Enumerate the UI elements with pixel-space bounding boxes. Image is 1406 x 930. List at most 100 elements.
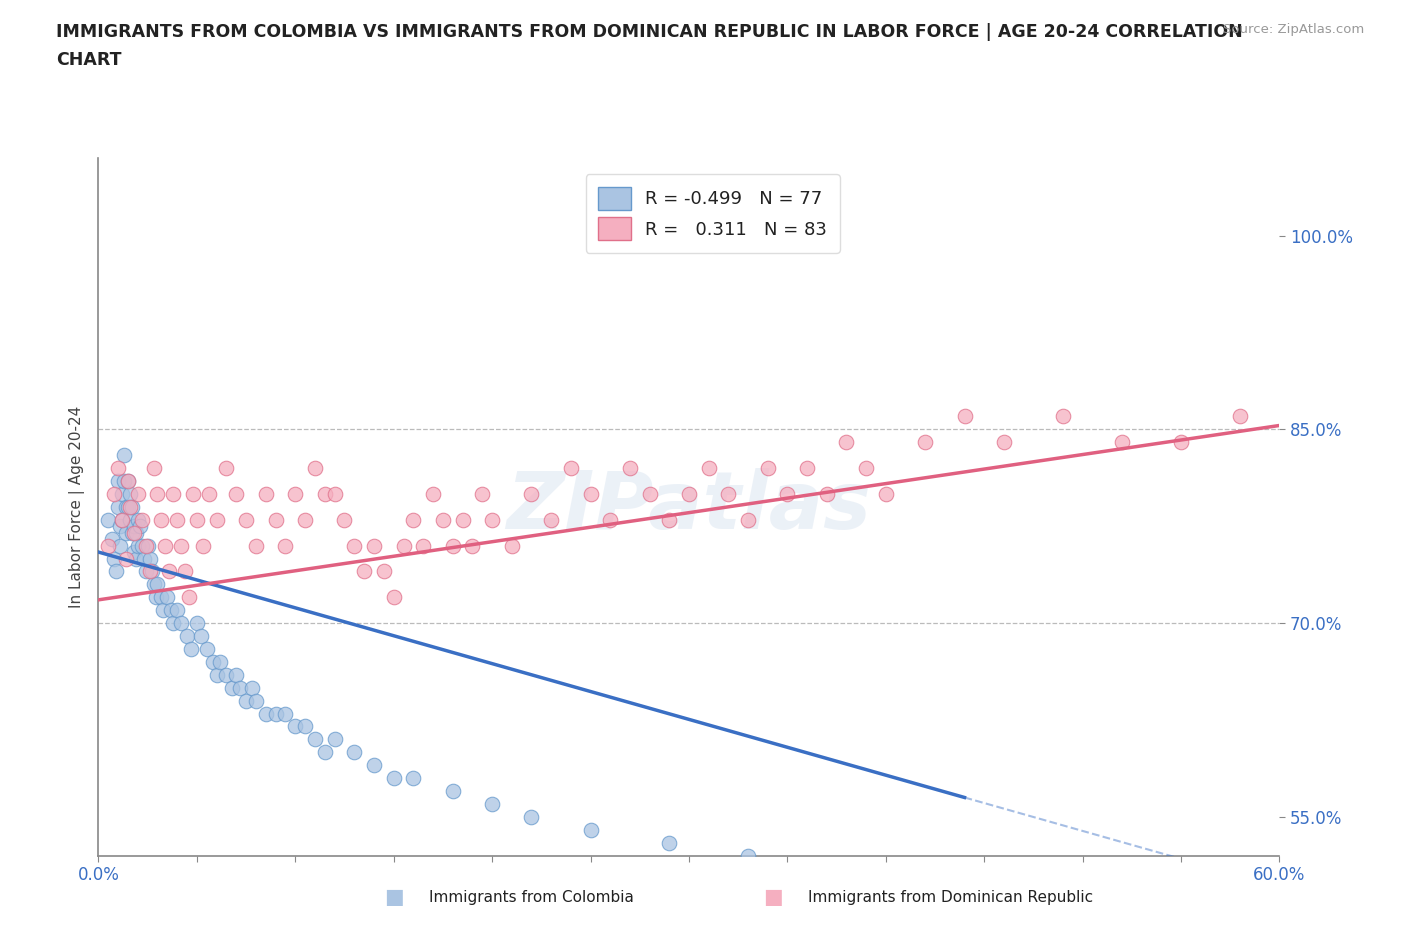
Point xyxy=(471,486,494,501)
Point xyxy=(170,538,193,553)
Point xyxy=(107,473,129,488)
Point xyxy=(150,590,173,604)
Legend: R = -0.499   N = 77, R =   0.311   N = 83: R = -0.499 N = 77, R = 0.311 N = 83 xyxy=(585,174,839,253)
Point xyxy=(323,486,346,501)
Point xyxy=(209,655,232,670)
Point xyxy=(373,564,395,578)
Text: CHART: CHART xyxy=(56,51,122,69)
Point xyxy=(112,447,135,462)
Point xyxy=(402,771,425,786)
Text: Source: ZipAtlas.com: Source: ZipAtlas.com xyxy=(1223,23,1364,36)
Point xyxy=(245,693,267,708)
Point xyxy=(128,519,150,534)
Point xyxy=(240,680,263,695)
Point xyxy=(122,545,145,560)
Point xyxy=(215,460,238,475)
Point xyxy=(201,655,224,670)
Point xyxy=(323,732,346,747)
Point xyxy=(294,512,316,527)
Point xyxy=(127,538,149,553)
Text: IMMIGRANTS FROM COLOMBIA VS IMMIGRANTS FROM DOMINICAN REPUBLIC IN LABOR FORCE | : IMMIGRANTS FROM COLOMBIA VS IMMIGRANTS F… xyxy=(56,23,1243,41)
Point xyxy=(166,512,188,527)
Point xyxy=(146,577,169,591)
Point xyxy=(402,512,425,527)
Point xyxy=(314,745,336,760)
Point xyxy=(619,460,641,475)
Point xyxy=(131,512,153,527)
Point xyxy=(103,551,125,566)
Point xyxy=(156,590,179,604)
Point xyxy=(855,460,877,475)
Point xyxy=(382,771,405,786)
Point xyxy=(180,642,202,657)
Point xyxy=(835,861,858,876)
Point xyxy=(835,435,858,450)
Point xyxy=(205,512,228,527)
Text: ■: ■ xyxy=(384,887,404,908)
Y-axis label: In Labor Force | Age 20-24: In Labor Force | Age 20-24 xyxy=(69,405,84,608)
Point xyxy=(118,486,141,501)
Point xyxy=(254,486,277,501)
Point xyxy=(97,512,120,527)
Point xyxy=(560,460,582,475)
Point xyxy=(186,616,208,631)
Point xyxy=(97,538,120,553)
Point xyxy=(304,460,326,475)
Point xyxy=(333,512,356,527)
Point xyxy=(170,616,193,631)
Point xyxy=(190,629,212,644)
Point xyxy=(481,512,503,527)
Point xyxy=(112,473,135,488)
Point xyxy=(160,603,183,618)
Point xyxy=(274,706,297,721)
Text: Immigrants from Dominican Republic: Immigrants from Dominican Republic xyxy=(808,890,1094,905)
Point xyxy=(111,512,134,527)
Point xyxy=(274,538,297,553)
Point xyxy=(343,538,366,553)
Point xyxy=(451,512,474,527)
Point xyxy=(579,486,602,501)
Point xyxy=(422,486,444,501)
Point xyxy=(796,460,818,475)
Point xyxy=(284,719,307,734)
Point xyxy=(135,564,157,578)
Point xyxy=(520,486,543,501)
Point xyxy=(953,409,976,424)
Point xyxy=(481,796,503,811)
Point xyxy=(264,706,287,721)
Text: Immigrants from Colombia: Immigrants from Colombia xyxy=(429,890,634,905)
Point xyxy=(162,616,184,631)
Point xyxy=(191,538,214,553)
Point xyxy=(1111,435,1133,450)
Point xyxy=(520,809,543,824)
Point xyxy=(132,551,155,566)
Point xyxy=(115,525,138,540)
Point xyxy=(737,512,759,527)
Point xyxy=(181,486,204,501)
Point xyxy=(121,525,143,540)
Point xyxy=(225,486,247,501)
Point xyxy=(579,822,602,837)
Point xyxy=(122,525,145,540)
Point xyxy=(756,460,779,475)
Point xyxy=(264,512,287,527)
Point xyxy=(117,499,139,514)
Point xyxy=(105,564,128,578)
Point xyxy=(115,551,138,566)
Point xyxy=(111,512,134,527)
Point xyxy=(142,460,165,475)
Point xyxy=(1052,409,1074,424)
Point xyxy=(138,551,160,566)
Point xyxy=(195,642,218,657)
Point xyxy=(141,564,163,578)
Point xyxy=(215,668,238,683)
Point xyxy=(314,486,336,501)
Point xyxy=(108,538,131,553)
Point xyxy=(142,577,165,591)
Point xyxy=(540,512,562,527)
Point xyxy=(235,512,257,527)
Point xyxy=(382,590,405,604)
Point xyxy=(599,512,621,527)
Point xyxy=(121,499,143,514)
Point xyxy=(776,486,799,501)
